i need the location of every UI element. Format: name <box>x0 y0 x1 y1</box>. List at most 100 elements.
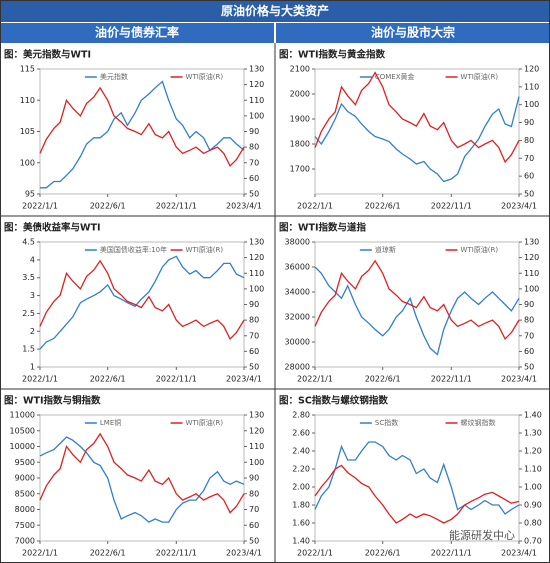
y-tick-label: 11000 <box>10 411 35 420</box>
y2-tick-label: 1.30 <box>524 429 542 438</box>
x-tick-label: 2023/4/1 <box>226 375 262 384</box>
x-tick-label: 2022/11/1 <box>431 202 472 211</box>
section-bar <box>0 23 274 43</box>
series-line <box>314 441 520 515</box>
y-tick-label: 2100 <box>290 65 310 74</box>
plot-frame <box>314 241 520 368</box>
y-tick-label: 28000 <box>285 363 310 372</box>
legend-label: 美国国债收益率:10年 <box>100 245 167 254</box>
x-tick-label: 2023/4/1 <box>226 202 262 211</box>
x-tick-label: 2022/6/1 <box>365 549 401 558</box>
x-tick-label: 2023/4/1 <box>501 375 537 384</box>
y-tick-label: 2000 <box>290 90 310 99</box>
y2-tick-label: 70 <box>249 505 259 514</box>
y-tick-label: 10500 <box>10 426 35 435</box>
legend-label: SC指数 <box>375 418 398 427</box>
y2-tick-label: 60 <box>524 347 534 356</box>
y2-tick-label: 1.20 <box>524 447 542 456</box>
x-tick-label: 2022/6/1 <box>90 375 126 384</box>
y-tick-label: 3.5 <box>22 273 35 282</box>
legend-label: WTI原油(R) <box>186 72 224 81</box>
x-tick-label: 2023/4/1 <box>226 549 262 558</box>
y2-tick-label: 110 <box>249 96 264 105</box>
series-line <box>314 464 520 524</box>
y-tick-label: 2.40 <box>292 447 310 456</box>
y-tick-label: 7000 <box>15 537 35 546</box>
y2-tick-label: 130 <box>249 238 264 247</box>
y-tick-label: 34000 <box>285 288 310 297</box>
y-tick-label: 1.5 <box>22 345 35 354</box>
y-tick-label: 4 <box>30 255 35 264</box>
plot-frame <box>39 241 245 368</box>
watermark: 能源研发中心 <box>449 528 515 542</box>
y-tick-label: 100 <box>20 158 35 167</box>
y2-tick-label: 130 <box>249 65 264 74</box>
plot-frame <box>39 414 245 542</box>
plot-frame <box>314 68 520 195</box>
x-tick-label: 2022/1/1 <box>22 202 58 211</box>
y2-tick-label: 60 <box>249 521 259 530</box>
y-tick-label: 9500 <box>15 458 35 467</box>
y2-tick-label: 120 <box>524 253 539 262</box>
y2-tick-label: 80 <box>249 143 259 152</box>
y-tick-label: 32000 <box>285 313 310 322</box>
x-tick-label: 2022/6/1 <box>90 202 126 211</box>
series-line <box>39 432 245 514</box>
section-title: 油价与债券汇率 <box>95 25 179 40</box>
page-title: 原油价格与大类资产 <box>221 3 329 18</box>
y-tick-label: 2.5 <box>22 309 35 318</box>
y-tick-label: 95 <box>25 190 35 199</box>
chart-title: 图：美债收益率与WTI <box>4 222 101 234</box>
y2-tick-label: 50 <box>249 537 259 546</box>
x-tick-label: 2022/11/1 <box>431 549 472 558</box>
y2-tick-label: 70 <box>249 331 259 340</box>
x-tick-label: 2022/6/1 <box>365 375 401 384</box>
y-tick-label: 1.60 <box>292 519 310 528</box>
section-bar <box>276 23 550 43</box>
y2-tick-label: 50 <box>524 190 534 199</box>
x-tick-label: 2022/6/1 <box>365 202 401 211</box>
x-tick-label: 2022/11/1 <box>431 375 472 384</box>
y2-tick-label: 90 <box>249 300 259 309</box>
y2-tick-label: 80 <box>249 316 259 325</box>
y2-tick-label: 80 <box>524 316 534 325</box>
x-tick-label: 2022/1/1 <box>22 375 58 384</box>
y2-tick-label: 50 <box>249 363 259 372</box>
x-tick-label: 2022/1/1 <box>297 375 333 384</box>
y2-tick-label: 1.40 <box>524 411 542 420</box>
y2-tick-label: 80 <box>524 136 534 145</box>
y2-tick-label: 110 <box>524 82 539 91</box>
x-tick-label: 2022/11/1 <box>156 375 197 384</box>
y-tick-label: 30000 <box>285 338 310 347</box>
series-line <box>39 86 245 167</box>
plot-frame <box>314 414 520 542</box>
y-tick-label: 8000 <box>15 505 35 514</box>
y2-tick-label: 70 <box>249 158 259 167</box>
y2-tick-label: 100 <box>524 100 539 109</box>
y2-tick-label: 0.70 <box>524 537 542 546</box>
y-tick-label: 2 <box>30 327 35 336</box>
y-tick-label: 2.20 <box>292 465 310 474</box>
series-line <box>314 266 520 356</box>
legend-label: 美元指数 <box>100 72 128 81</box>
y2-tick-label: 0.90 <box>524 501 542 510</box>
y2-tick-label: 100 <box>249 284 264 293</box>
legend-label: LME铜 <box>100 418 121 427</box>
series-line <box>314 96 520 183</box>
x-tick-label: 2022/11/1 <box>156 202 197 211</box>
y-tick-label: 1.40 <box>292 537 310 546</box>
y2-tick-label: 60 <box>249 347 259 356</box>
y2-tick-label: 120 <box>249 80 264 89</box>
plot-frame <box>39 68 245 195</box>
y2-tick-label: 120 <box>249 253 264 262</box>
series-line <box>39 259 245 340</box>
y2-tick-label: 90 <box>524 300 534 309</box>
y2-tick-label: 80 <box>249 489 259 498</box>
y-tick-label: 1700 <box>290 165 310 174</box>
y-tick-label: 10000 <box>10 442 35 451</box>
x-tick-label: 2022/11/1 <box>156 549 197 558</box>
y-tick-label: 1.80 <box>292 501 310 510</box>
y2-tick-label: 100 <box>249 111 264 120</box>
y2-tick-label: 60 <box>249 174 259 183</box>
